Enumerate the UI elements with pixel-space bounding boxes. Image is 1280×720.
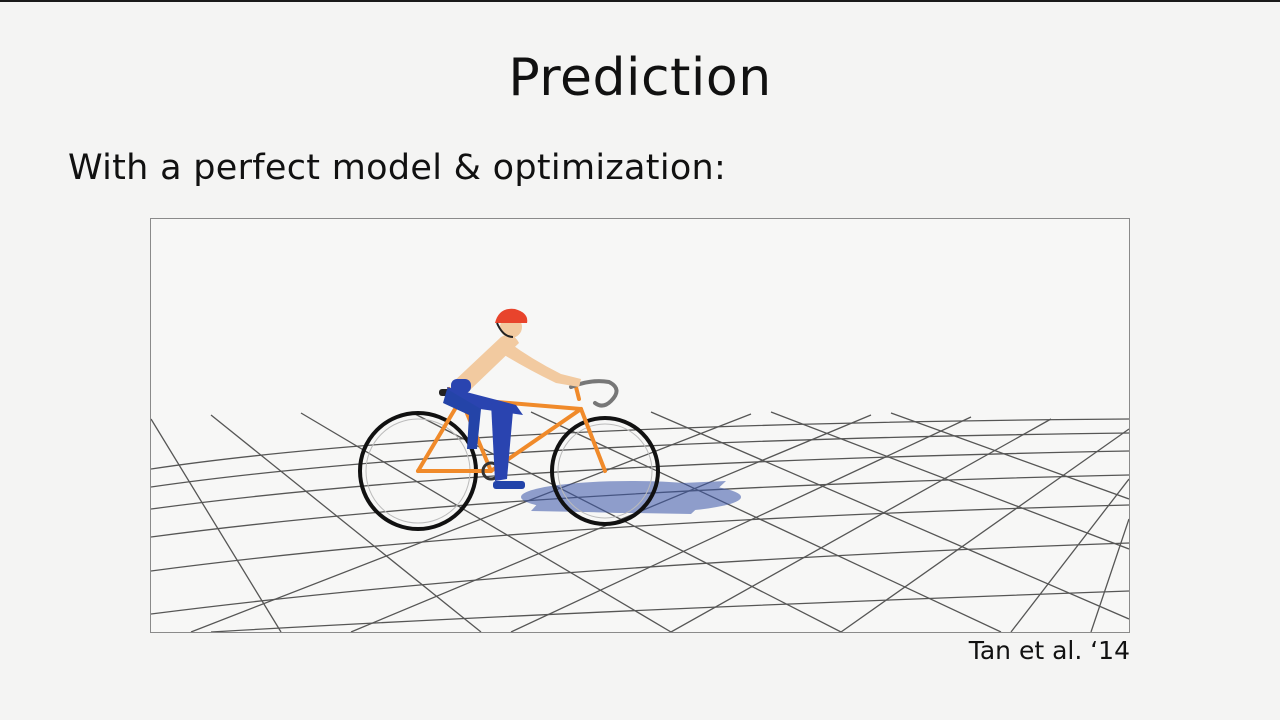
slide-title: Prediction [508,48,772,108]
rider-torso [451,335,519,391]
simulation-scene [151,308,1129,632]
rider [439,308,581,489]
bike-shadow [521,481,741,514]
rider-shin [491,403,513,481]
top-border [0,0,1280,2]
rider-arm [501,341,581,387]
simulation-video-frame[interactable] [150,218,1130,633]
slide-subtitle: With a perfect model & optimization: [68,148,727,188]
front-wheel [550,416,660,526]
citation: Tan et al. ‘14 [968,636,1130,665]
rider-helmet [495,308,528,323]
ground-grid [151,411,1129,632]
